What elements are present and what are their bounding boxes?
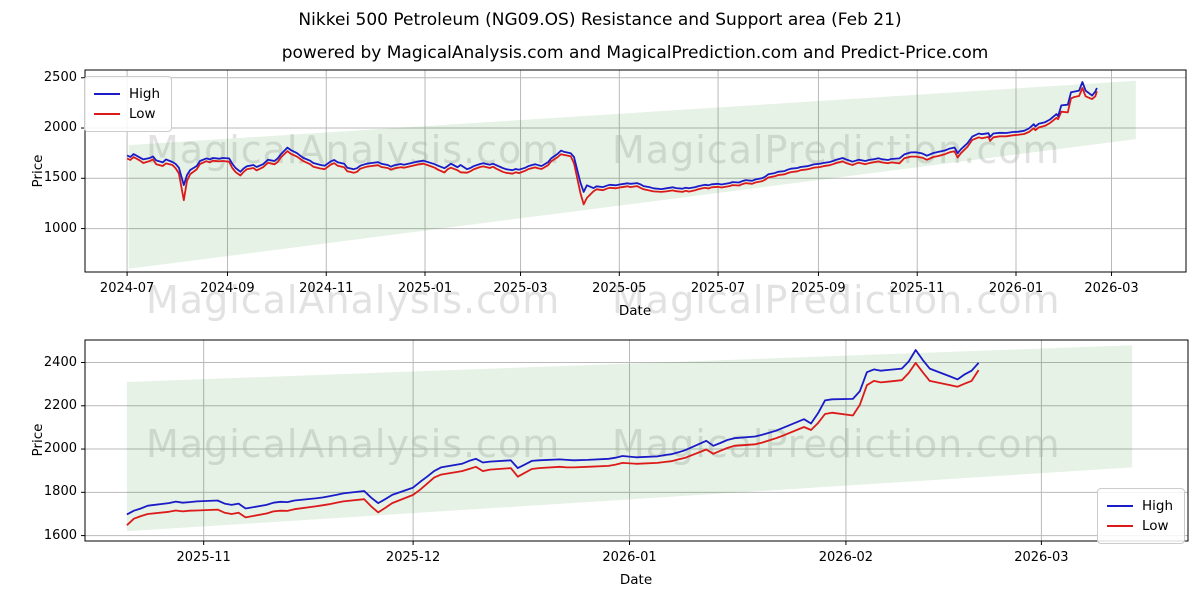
plot-frame [84,339,1189,542]
legend-label-high: High [1142,498,1174,514]
high-line [126,81,1098,193]
watermark-prediction-bottom: MagicalPrediction.com [612,421,1061,467]
bottom-chart-legend: High Low [1097,488,1186,544]
legend-entry-high: High [1107,496,1173,516]
legend-entry-low: Low [1107,516,1173,536]
high-line [126,349,980,516]
legend-label-low: Low [129,106,156,122]
watermark-prediction-middle: MagicalPrediction.com [612,278,1061,322]
low-line [126,361,980,526]
top-chart-legend: High Low [84,76,173,132]
legend-entry-low: Low [94,104,160,124]
support-resistance-band [126,345,1133,532]
watermark-analysis-bottom: MagicalAnalysis.com [146,421,560,467]
high-line-swatch [1107,504,1133,508]
high-line-swatch [94,92,120,96]
low-line-swatch [1107,524,1133,528]
legend-label-low: Low [1142,518,1169,534]
watermark-analysis-middle: MagicalAnalysis.com [146,278,561,322]
low-line-swatch [94,112,120,116]
support-resistance-band [128,80,1136,269]
legend-entry-high: High [94,84,160,104]
watermark-prediction-top: MagicalPrediction.com [612,127,1061,173]
low-line [126,87,1098,206]
legend-label-high: High [129,86,161,102]
plot-frame [84,69,1187,273]
